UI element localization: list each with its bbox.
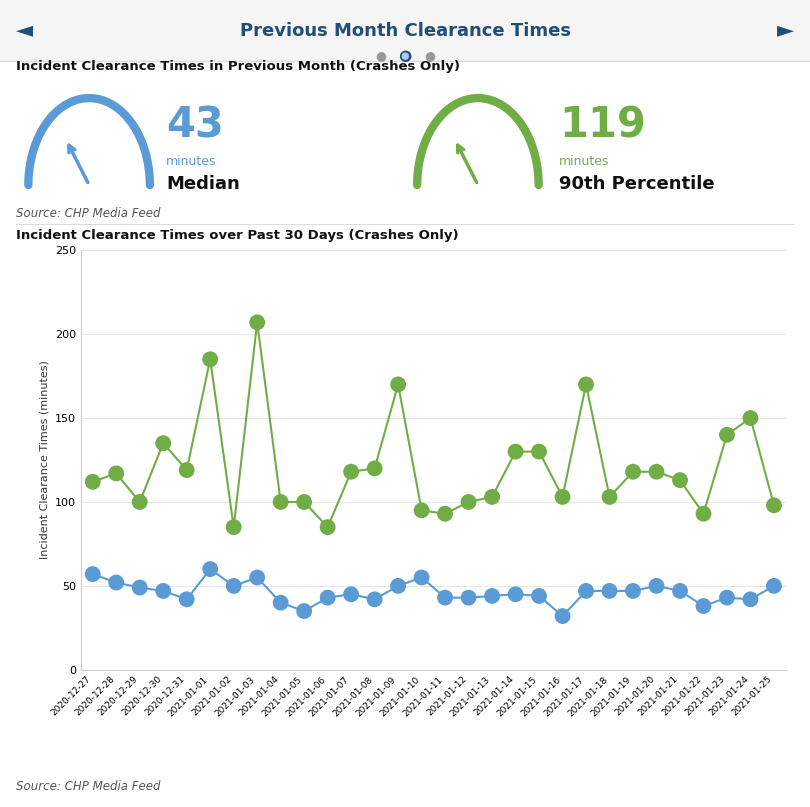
Point [321, 592, 334, 604]
Point [250, 316, 263, 328]
Text: ●: ● [424, 49, 435, 62]
Text: 43: 43 [166, 104, 224, 146]
Point [603, 491, 616, 504]
Point [674, 474, 687, 487]
Point [227, 579, 240, 592]
Point [532, 445, 545, 458]
Point [345, 587, 358, 600]
Point [204, 562, 217, 575]
Text: Source: CHP Media Feed: Source: CHP Media Feed [16, 207, 160, 220]
Point [650, 579, 663, 592]
Point [297, 604, 310, 617]
Point [603, 584, 616, 597]
Point [720, 429, 733, 441]
Text: ●: ● [375, 49, 386, 62]
Point [250, 571, 263, 584]
Point [485, 491, 498, 504]
Point [274, 596, 287, 609]
Point [439, 592, 452, 604]
Point [368, 593, 381, 606]
Point [180, 463, 193, 476]
Point [157, 584, 170, 597]
Point [368, 462, 381, 475]
Point [274, 495, 287, 508]
Text: Previous Month Clearance Times: Previous Month Clearance Times [240, 22, 570, 40]
Point [204, 353, 217, 366]
Point [485, 589, 498, 602]
Point [345, 466, 358, 479]
Point [532, 589, 545, 602]
Point [767, 579, 780, 592]
Point [87, 475, 99, 488]
Text: Incident Clearance Times over Past 30 Days (Crashes Only): Incident Clearance Times over Past 30 Da… [16, 229, 458, 242]
Point [744, 593, 757, 606]
Point [415, 504, 428, 516]
Text: minutes: minutes [559, 155, 609, 168]
Point [133, 581, 146, 594]
Point [627, 584, 640, 597]
Point [556, 609, 569, 622]
Point [180, 593, 193, 606]
Text: ►: ► [777, 21, 795, 40]
Point [650, 466, 663, 479]
Text: 90th Percentile: 90th Percentile [559, 175, 714, 193]
Text: Incident Clearance Times in Previous Month (Crashes Only): Incident Clearance Times in Previous Mon… [16, 60, 460, 73]
Point [579, 378, 592, 391]
Text: ◄: ◄ [15, 21, 33, 40]
Point [392, 378, 405, 391]
Point [697, 600, 710, 613]
Point [509, 587, 522, 600]
Text: Median: Median [166, 175, 240, 193]
Text: ●: ● [399, 48, 411, 63]
Point [439, 508, 452, 521]
Y-axis label: Incident Clearance Times (minutes): Incident Clearance Times (minutes) [40, 361, 49, 559]
Point [297, 495, 310, 508]
Point [133, 495, 146, 508]
Point [674, 584, 687, 597]
Point [227, 521, 240, 533]
Point [87, 567, 99, 580]
Point [767, 499, 780, 512]
Point [109, 576, 123, 589]
Point [462, 495, 475, 508]
Text: ●: ● [401, 51, 409, 61]
Point [415, 571, 428, 584]
Point [744, 412, 757, 424]
Text: Source: CHP Media Feed: Source: CHP Media Feed [16, 780, 160, 793]
Point [556, 491, 569, 504]
Point [579, 584, 592, 597]
Point [627, 466, 640, 479]
Point [321, 521, 334, 533]
Text: minutes: minutes [166, 155, 216, 168]
Point [109, 467, 123, 480]
Point [392, 579, 405, 592]
Point [462, 592, 475, 604]
Text: 119: 119 [559, 104, 646, 146]
Point [157, 437, 170, 449]
Point [697, 508, 710, 521]
Point [509, 445, 522, 458]
Point [720, 592, 733, 604]
